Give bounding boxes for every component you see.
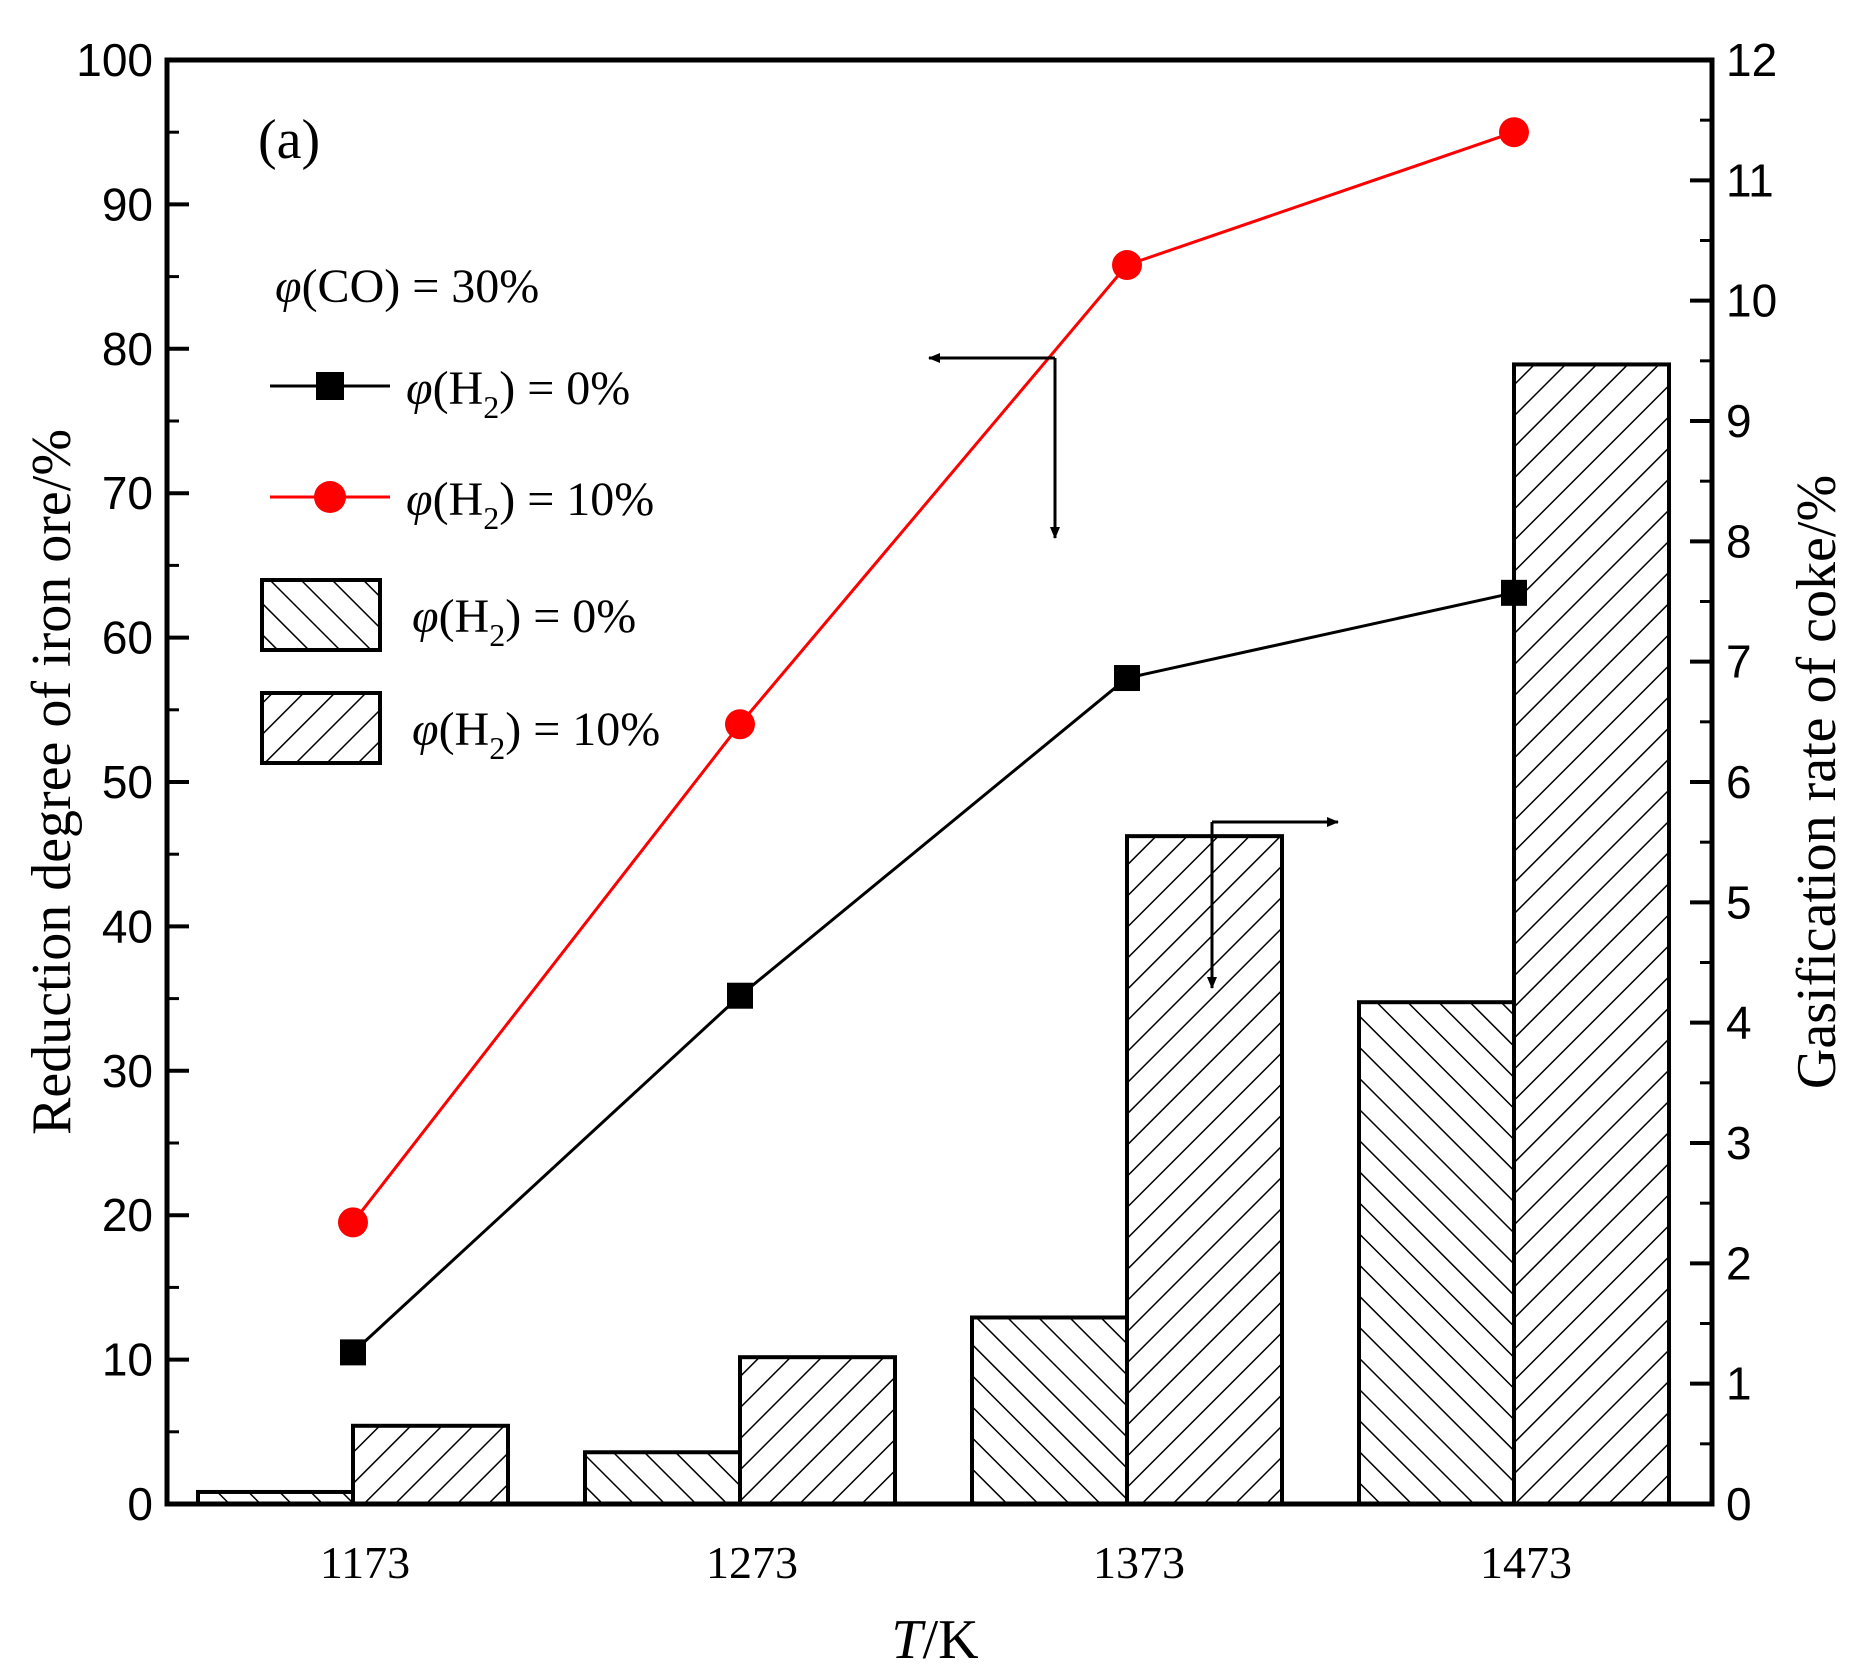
y2-tick-label-1: 1 <box>1726 1358 1752 1410</box>
legend-label-line-1: φ(H2) = 10% <box>406 473 654 536</box>
bar-1-1273 <box>738 1355 897 1507</box>
y2-tick-label-0: 0 <box>1726 1478 1752 1530</box>
y-tick-label-60: 60 <box>102 612 153 664</box>
point-0-1473 <box>1501 579 1527 606</box>
bar-group <box>196 362 1671 1507</box>
y2-tick-label-5: 5 <box>1726 876 1752 928</box>
x-tick-label-1473: 1473 <box>1480 1537 1572 1588</box>
x-axis-title: T/K <box>891 1609 978 1671</box>
left-axis-arrow <box>928 353 1060 539</box>
y2-tick-label-2: 2 <box>1726 1237 1752 1289</box>
legend-condition-text: (CO) = 30% <box>302 260 540 313</box>
y-tick-label-10: 10 <box>102 1334 153 1386</box>
legend-label-line-0: φ(H2) = 0% <box>406 362 630 425</box>
legend-item-bar-1: φ(H2) = 10% <box>260 691 660 766</box>
line-group <box>338 117 1529 1366</box>
y2-axis-title: Gasification rate of coke/% <box>1786 475 1848 1089</box>
tick-group: 0102030405060708090100012345678910111211… <box>76 34 1777 1588</box>
legend-label-bar-0: φ(H2) = 0% <box>412 590 636 653</box>
point-0-1273 <box>727 982 753 1009</box>
x-tick-label-1173: 1173 <box>320 1537 410 1588</box>
y2-tick-label-7: 7 <box>1726 636 1752 688</box>
bar-1-1373 <box>1125 834 1284 1506</box>
legend-condition-phi: φ <box>275 260 302 313</box>
legend-circle-marker <box>314 481 346 513</box>
line-series-1 <box>351 130 1515 1224</box>
y-tick-label-30: 30 <box>102 1045 153 1097</box>
legend: φ(CO) = 30% φ(H2) = 0% φ(H2) = 10% φ(H2)… <box>260 260 660 766</box>
legend-condition: φ(CO) = 30% <box>275 260 539 313</box>
y2-tick-label-8: 8 <box>1726 515 1752 567</box>
bar-1-1473 <box>1512 362 1671 1506</box>
y-tick-label-0: 0 <box>127 1478 153 1530</box>
y2-tick-label-11: 11 <box>1726 154 1774 206</box>
point-1-1273 <box>725 709 755 740</box>
point-1-1373 <box>1112 250 1142 281</box>
y2-tick-label-9: 9 <box>1726 395 1752 447</box>
x-tick-label-1273: 1273 <box>706 1537 798 1588</box>
bar-0-1473 <box>1357 1000 1516 1507</box>
point-0-1373 <box>1114 665 1140 692</box>
point-1-1173 <box>338 1207 368 1238</box>
legend-swatch-bar-1 <box>260 691 382 765</box>
legend-item-bar-0: φ(H2) = 0% <box>260 578 636 653</box>
point-1-1473 <box>1499 117 1529 148</box>
legend-swatch-bar-0 <box>260 578 382 652</box>
legend-label-bar-1: φ(H2) = 10% <box>412 703 660 766</box>
y2-tick-label-3: 3 <box>1726 1117 1752 1169</box>
point-0-1173 <box>340 1339 366 1366</box>
legend-item-line-1: φ(H2) = 10% <box>270 473 654 536</box>
y-tick-label-70: 70 <box>102 467 153 519</box>
y-tick-label-50: 50 <box>102 756 153 808</box>
bar-0-1273 <box>583 1450 742 1507</box>
y-axis-title: Reduction degree of iron ore/% <box>21 429 83 1135</box>
y-tick-label-100: 100 <box>76 34 153 86</box>
line-series-0 <box>351 591 1515 1354</box>
x-axis-title-rest: /K <box>923 1609 979 1671</box>
legend-square-marker <box>316 372 344 400</box>
y-tick-label-20: 20 <box>102 1189 153 1241</box>
y-tick-label-90: 90 <box>102 178 153 230</box>
bar-1-1173 <box>351 1423 510 1506</box>
x-axis-title-italic: T <box>891 1609 926 1671</box>
right-axis-arrow <box>1207 817 1339 989</box>
y2-tick-label-10: 10 <box>1726 275 1777 327</box>
y2-tick-label-4: 4 <box>1726 997 1752 1049</box>
y-tick-label-80: 80 <box>102 323 153 375</box>
x-tick-label-1373: 1373 <box>1093 1537 1185 1588</box>
y2-tick-label-12: 12 <box>1726 34 1777 86</box>
bar-0-1373 <box>970 1315 1129 1506</box>
panel-label: (a) <box>258 109 320 171</box>
y-tick-label-40: 40 <box>102 900 153 952</box>
y2-tick-label-6: 6 <box>1726 756 1752 808</box>
legend-item-line-0: φ(H2) = 0% <box>270 362 630 425</box>
